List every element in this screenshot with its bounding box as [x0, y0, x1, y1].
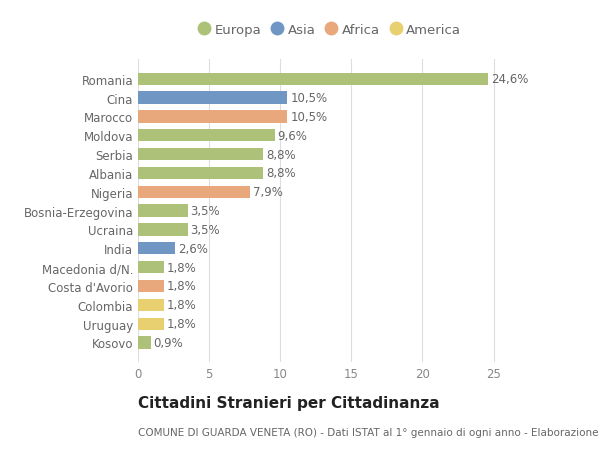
Text: 9,6%: 9,6% — [277, 129, 307, 142]
Bar — [138, 262, 164, 274]
Text: 10,5%: 10,5% — [290, 111, 328, 123]
Text: 3,5%: 3,5% — [191, 205, 220, 218]
Text: 1,8%: 1,8% — [166, 299, 196, 312]
Bar — [138, 318, 164, 330]
Bar — [138, 186, 250, 198]
Text: 1,8%: 1,8% — [166, 261, 196, 274]
Bar — [138, 168, 263, 179]
Bar — [138, 92, 287, 105]
Bar — [138, 243, 175, 255]
Text: Cittadini Stranieri per Cittadinanza: Cittadini Stranieri per Cittadinanza — [138, 395, 440, 410]
Bar — [138, 280, 164, 292]
Bar — [138, 224, 188, 236]
Bar — [138, 111, 287, 123]
Legend: Europa, Asia, Africa, America: Europa, Asia, Africa, America — [199, 24, 461, 37]
Text: COMUNE DI GUARDA VENETA (RO) - Dati ISTAT al 1° gennaio di ogni anno - Elaborazi: COMUNE DI GUARDA VENETA (RO) - Dati ISTA… — [138, 427, 600, 437]
Bar — [138, 149, 263, 161]
Text: 8,8%: 8,8% — [266, 148, 296, 161]
Text: 24,6%: 24,6% — [491, 73, 528, 86]
Text: 1,8%: 1,8% — [166, 318, 196, 330]
Bar — [138, 73, 488, 86]
Bar — [138, 205, 188, 217]
Bar — [138, 299, 164, 311]
Text: 8,8%: 8,8% — [266, 167, 296, 180]
Bar — [138, 336, 151, 349]
Bar — [138, 130, 275, 142]
Text: 1,8%: 1,8% — [166, 280, 196, 293]
Text: 2,6%: 2,6% — [178, 242, 208, 255]
Text: 10,5%: 10,5% — [290, 92, 328, 105]
Text: 3,5%: 3,5% — [191, 224, 220, 236]
Text: 0,9%: 0,9% — [154, 336, 184, 349]
Text: 7,9%: 7,9% — [253, 186, 283, 199]
